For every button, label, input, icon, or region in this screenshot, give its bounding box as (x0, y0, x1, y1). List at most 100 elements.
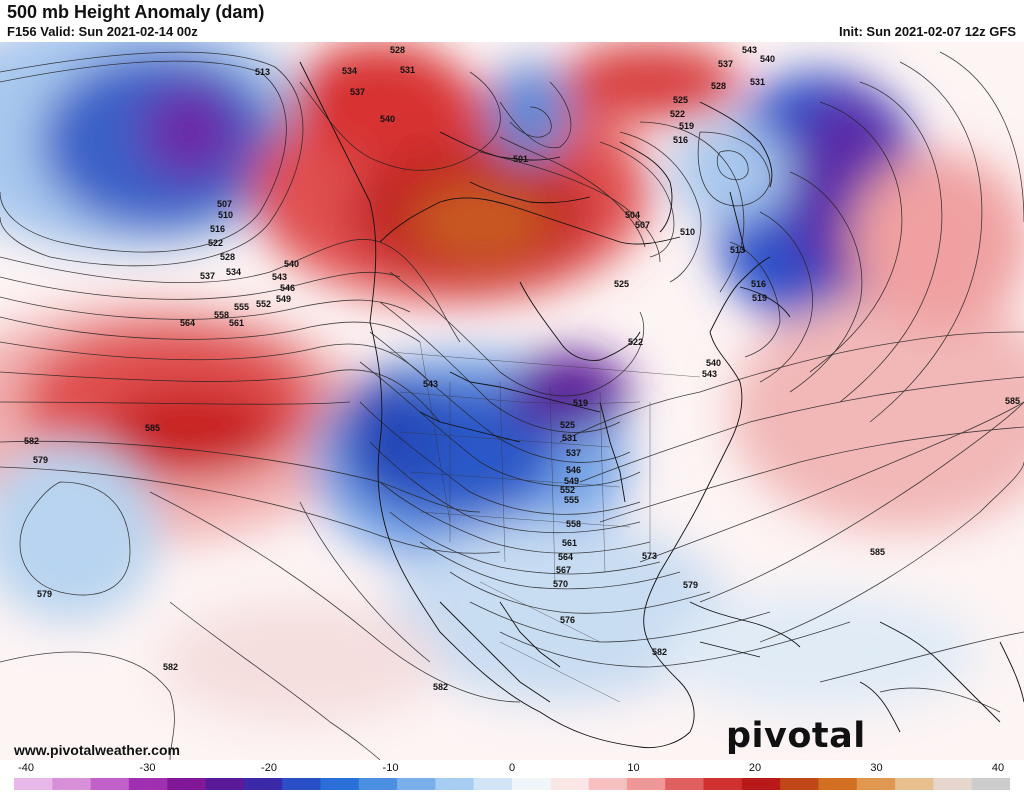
contour-label: 522 (628, 337, 643, 347)
height-anomaly-map: 513 534 528 531 537 540 507 510 516 522 … (0, 42, 1024, 760)
color-scale-swatch (358, 778, 398, 790)
color-scale-swatch (971, 778, 1010, 790)
contour-label: 537 (200, 271, 215, 281)
color-scale-tick: -20 (261, 762, 277, 774)
color-scale-swatch (856, 778, 896, 790)
color-scale-swatch (588, 778, 628, 790)
color-scale-bar (14, 778, 1010, 790)
color-scale-tick: 40 (991, 762, 1005, 774)
contour-label: 525 (560, 420, 575, 430)
color-scale-swatch (167, 778, 207, 790)
contour-label: 510 (218, 210, 233, 220)
contour-label: 555 (564, 495, 579, 505)
contour-label: 537 (718, 59, 733, 69)
color-scale-tick: 30 (870, 762, 883, 774)
color-scale-swatch (14, 778, 53, 790)
color-scale-swatch (435, 778, 475, 790)
contour-label: 510 (680, 227, 695, 237)
contour-label: 582 (652, 647, 667, 657)
contour-label: 531 (400, 65, 415, 75)
contour-label: 561 (562, 538, 577, 548)
contour-label: 531 (750, 77, 765, 87)
contour-label: 537 (566, 448, 581, 458)
political-borders (389, 341, 701, 703)
color-scale-tick: 20 (748, 762, 762, 774)
contour-label: 528 (220, 252, 235, 262)
color-scale-swatch (205, 778, 245, 790)
contour-label: 516 (673, 135, 688, 145)
contour-label: 525 (614, 279, 629, 289)
contour-label: 555 (234, 302, 249, 312)
contour-label: 579 (37, 589, 52, 599)
coastlines (299, 61, 1024, 749)
color-scale-swatch (52, 778, 92, 790)
color-scale-tick: -10 (382, 762, 399, 774)
contour-label: 582 (24, 436, 39, 446)
contour-label: 525 (673, 95, 688, 105)
contour-label: 546 (566, 465, 581, 475)
contour-label: 570 (553, 579, 568, 589)
contour-label: 567 (556, 565, 571, 575)
contour-label: 561 (229, 318, 244, 328)
contour-label: 549 (564, 476, 579, 486)
contour-label: 507 (217, 199, 232, 209)
contour-label: 528 (711, 81, 726, 91)
contour-label: 519 (573, 398, 588, 408)
contour-label: 534 (342, 66, 357, 76)
contour-label: 558 (566, 519, 581, 529)
color-scale-swatch (243, 778, 283, 790)
contour-label: 543 (423, 379, 438, 389)
color-scale-swatch (818, 778, 858, 790)
contour-label: 585 (870, 547, 885, 557)
contour-label: 552 (256, 299, 271, 309)
website-url: www.pivotalweather.com (14, 742, 180, 758)
contour-label: 531 (562, 433, 577, 443)
color-scale: -40 -30 -20 -10 0 10 20 30 40 (0, 760, 1024, 791)
contour-label: 507 (635, 220, 650, 230)
color-scale-swatch (780, 778, 819, 790)
contour-label: 522 (670, 109, 685, 119)
contour-label: 519 (679, 121, 694, 131)
height-contours (0, 51, 1024, 760)
contour-label: 585 (145, 423, 160, 433)
color-scale-swatch (282, 778, 321, 790)
contour-label: 540 (706, 358, 721, 368)
color-scale-tick: 0 (508, 762, 516, 774)
contour-label: 585 (1005, 396, 1020, 406)
contour-label: 579 (33, 455, 48, 465)
header: 500 mb Height Anomaly (dam) F156 Valid: … (0, 0, 1024, 42)
contour-label: 540 (284, 259, 299, 269)
contour-label: 516 (751, 279, 766, 289)
color-scale-tick: -30 (139, 762, 156, 774)
contour-label: 516 (210, 224, 225, 234)
color-scale-swatch (397, 778, 436, 790)
contour-label: 540 (760, 54, 775, 64)
contour-label: 543 (272, 272, 287, 282)
color-scale-tick: 10 (627, 762, 640, 774)
contour-label: 534 (226, 267, 241, 277)
color-scale-swatch (320, 778, 360, 790)
contour-label: 549 (276, 294, 291, 304)
init-time: Init: Sun 2021-02-07 12z GFS (838, 24, 1016, 39)
contour-label: 558 (214, 310, 229, 320)
contour-label: 552 (560, 485, 575, 495)
contour-label: 537 (350, 87, 365, 97)
contour-label: 519 (752, 293, 767, 303)
color-scale-swatch (550, 778, 590, 790)
color-scale-swatch (741, 778, 781, 790)
contour-label: 528 (390, 45, 405, 55)
contour-label: 573 (642, 551, 657, 561)
color-scale-tick: -40 (18, 762, 34, 774)
color-scale-swatch (512, 778, 551, 790)
contour-label: 582 (433, 682, 448, 692)
contour-label: 564 (558, 552, 573, 562)
anomaly-shading (0, 42, 1024, 722)
contour-label: 513 (730, 245, 745, 255)
contour-label: 576 (560, 615, 575, 625)
color-scale-swatch (626, 778, 666, 790)
contour-label: 543 (742, 45, 757, 55)
valid-time: F156 Valid: Sun 2021-02-14 00z (7, 24, 198, 39)
contour-label: 564 (180, 318, 195, 328)
color-scale-swatch (90, 778, 130, 790)
contour-label: 546 (280, 283, 295, 293)
